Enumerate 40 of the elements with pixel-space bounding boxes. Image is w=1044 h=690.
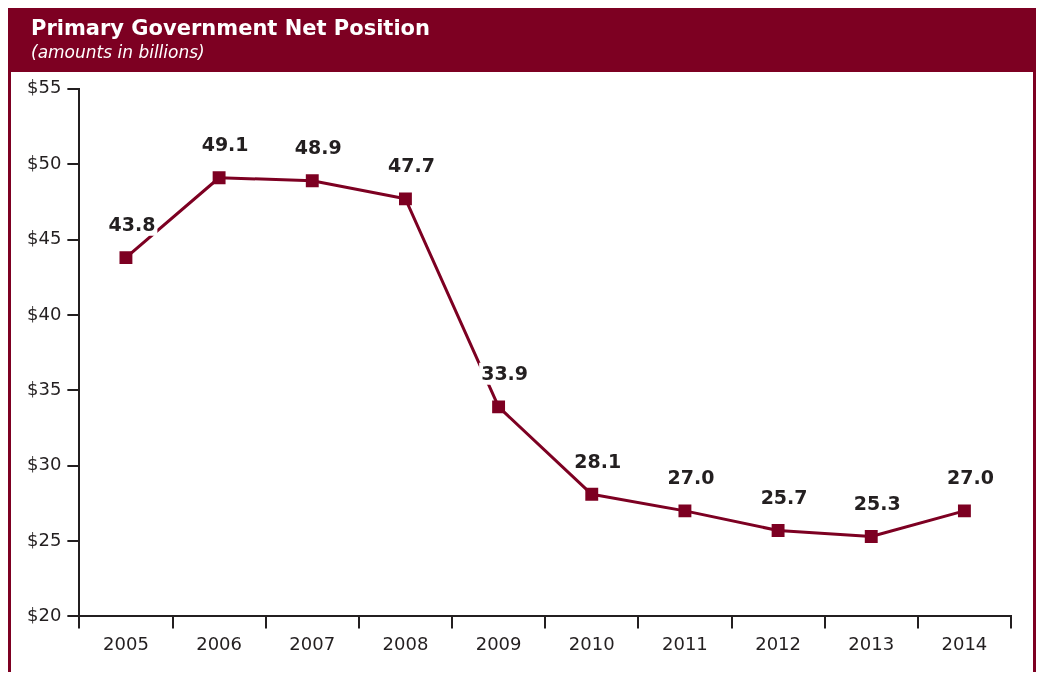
point xyxy=(678,504,692,518)
data-label: 33.9 xyxy=(481,362,529,385)
data-label: 47.7 xyxy=(387,154,435,177)
data-label: 43.8 xyxy=(108,213,156,236)
x-tick-label: 2011 xyxy=(662,632,708,654)
data-label: 28.1 xyxy=(574,449,622,472)
x-tick-label: 2009 xyxy=(475,632,522,654)
point xyxy=(119,251,133,265)
chart-subtitle: (amounts in billions) xyxy=(31,42,206,62)
y-tick-label: $55 xyxy=(27,76,62,98)
x-tick-label: 2008 xyxy=(382,632,429,654)
point xyxy=(305,174,319,188)
point xyxy=(212,171,226,185)
y-tick-label: $35 xyxy=(27,377,62,399)
x-tick-label: 2006 xyxy=(196,632,243,654)
data-label: 25.3 xyxy=(853,491,901,514)
data-label: 27.0 xyxy=(667,466,715,489)
chart-title: Primary Government Net Position xyxy=(31,16,431,40)
x-tick-label: 2010 xyxy=(568,632,615,654)
x-tick-label: 2014 xyxy=(941,632,988,654)
point xyxy=(864,530,878,543)
y-tick-label: $40 xyxy=(27,302,62,324)
data-label: 48.9 xyxy=(294,136,342,159)
data-label: 25.7 xyxy=(760,485,808,508)
y-tick-label: $45 xyxy=(27,227,62,249)
point xyxy=(957,504,971,518)
point xyxy=(492,400,506,414)
x-tick-label: 2005 xyxy=(103,632,149,654)
y-tick-label: $50 xyxy=(27,151,62,173)
y-tick-label: $20 xyxy=(27,604,62,626)
x-tick-label: 2013 xyxy=(848,632,895,654)
point xyxy=(585,487,599,501)
y-tick-label: $30 xyxy=(27,453,62,475)
data-label: 49.1 xyxy=(201,133,249,156)
y-tick-label: $25 xyxy=(27,528,62,550)
data-label: 27.0 xyxy=(946,466,994,489)
x-tick-label: 2007 xyxy=(289,632,336,654)
point xyxy=(771,524,785,537)
x-tick-label: 2012 xyxy=(755,632,801,654)
point xyxy=(398,192,412,206)
